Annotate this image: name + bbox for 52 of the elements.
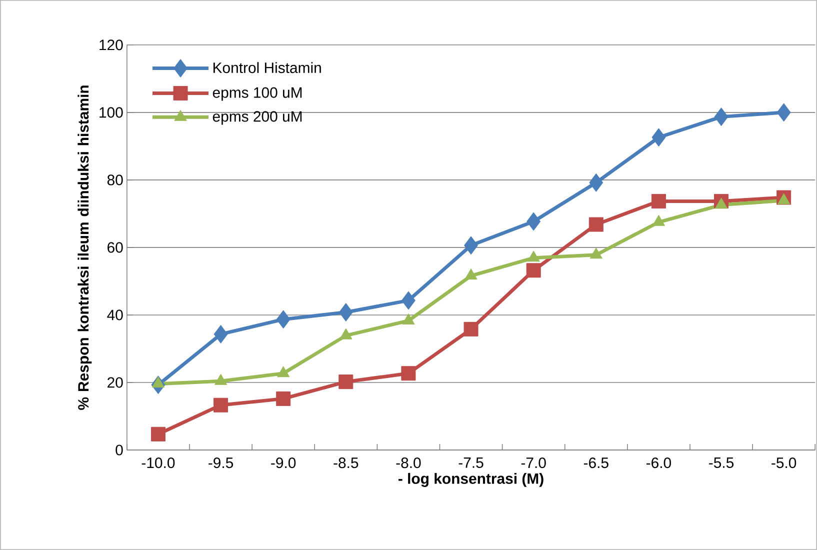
point	[589, 173, 604, 192]
x-tick-label: -5.0	[772, 458, 796, 468]
point	[526, 212, 541, 231]
x-tick-label: -5.5	[709, 458, 734, 468]
point	[152, 376, 165, 388]
y-tick-label: 0	[116, 444, 123, 456]
x-tick-label: -7.5	[458, 458, 484, 468]
x-tick-label: -10.0	[142, 458, 175, 468]
point	[402, 313, 415, 324]
point	[340, 328, 352, 340]
point	[338, 303, 353, 322]
point	[714, 198, 728, 209]
y-tick-label: 100	[100, 107, 123, 118]
y-tick-label: 80	[107, 174, 123, 186]
x-tick-label: -8.0	[396, 458, 421, 468]
y-tick-label: 20	[108, 377, 123, 388]
point	[276, 391, 291, 406]
y-tick-label: 120	[100, 40, 123, 50]
point	[401, 366, 416, 381]
point	[150, 426, 166, 442]
y-tick-label: 60	[108, 242, 123, 253]
x-tick-label: -8.5	[334, 458, 358, 468]
point	[588, 217, 604, 232]
point	[276, 310, 290, 329]
legend-label: epms 200 uM	[212, 111, 302, 125]
y-tick-label: 40	[107, 310, 123, 320]
x-tick-label: -9.0	[271, 458, 296, 468]
x-tick-label: -7.0	[521, 458, 546, 468]
point	[464, 236, 478, 255]
point	[277, 366, 290, 378]
point	[464, 268, 478, 280]
point	[527, 250, 540, 262]
legend-label: Kontrol Histamin	[213, 62, 321, 74]
point	[214, 374, 228, 385]
point	[776, 103, 791, 122]
point	[652, 128, 666, 147]
point	[338, 374, 354, 390]
x-tick-label: -6.5	[584, 458, 608, 468]
point	[714, 108, 728, 126]
point	[590, 248, 602, 259]
legend-label: epms 100 uM	[212, 87, 302, 101]
point	[214, 324, 228, 344]
x-tick-label: -9.5	[208, 458, 234, 468]
point	[651, 194, 666, 208]
point	[778, 193, 790, 204]
point	[214, 398, 228, 412]
x-axis-title: - log konsentrasi (M)	[398, 472, 544, 487]
x-tick-label: -6.0	[646, 458, 671, 468]
point	[401, 291, 416, 310]
point	[464, 322, 478, 336]
point	[526, 263, 541, 278]
y-axis-title: % Respon kontraksi ileum diinduksi histamin	[78, 86, 92, 410]
